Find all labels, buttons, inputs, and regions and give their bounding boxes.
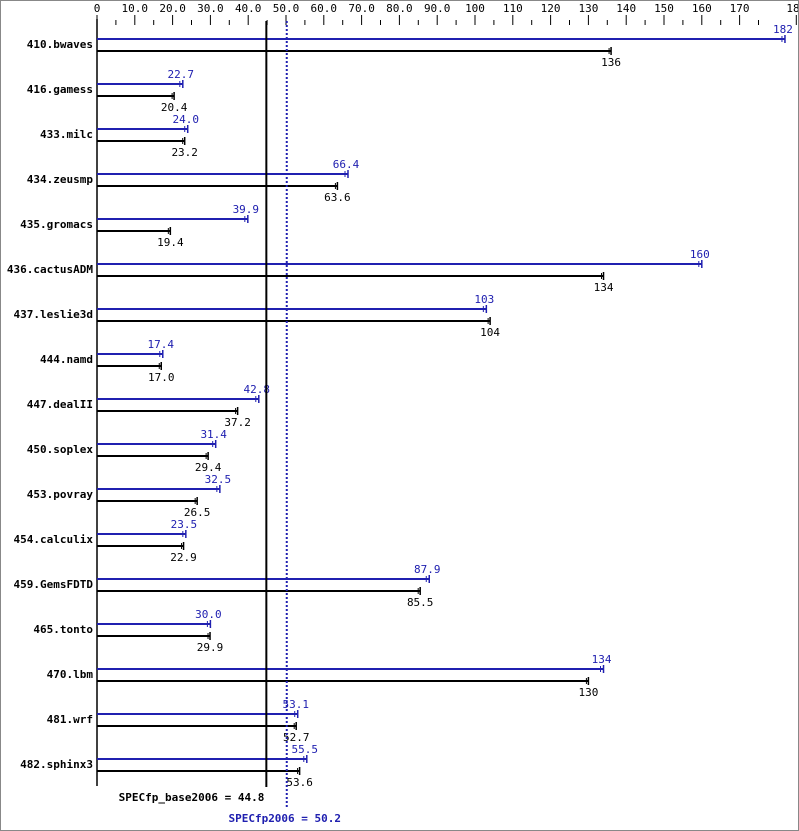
base-value-label: 130 bbox=[578, 686, 598, 699]
base-value-label: 29.9 bbox=[197, 641, 224, 654]
category-label: 433.milc bbox=[40, 128, 93, 141]
peak-value-label: 55.5 bbox=[292, 743, 319, 756]
x-tick-label: 60.0 bbox=[311, 2, 338, 15]
peak-value-label: 160 bbox=[690, 248, 710, 261]
category-label: 410.bwaves bbox=[27, 38, 93, 51]
peak-value-label: 31.4 bbox=[200, 428, 227, 441]
base-value-label: 37.2 bbox=[224, 416, 251, 429]
base-value-label: 17.0 bbox=[148, 371, 175, 384]
x-tick-label: 30.0 bbox=[197, 2, 224, 15]
peak-reference-label: SPECfp2006 = 50.2 bbox=[228, 812, 341, 825]
x-tick-label: 130 bbox=[578, 2, 598, 15]
base-value-label: 85.5 bbox=[407, 596, 434, 609]
peak-value-label: 32.5 bbox=[205, 473, 232, 486]
category-label: 435.gromacs bbox=[20, 218, 93, 231]
category-label: 470.lbm bbox=[47, 668, 94, 681]
base-value-label: 134 bbox=[594, 281, 614, 294]
peak-value-label: 23.5 bbox=[171, 518, 198, 531]
x-tick-label: 50.0 bbox=[273, 2, 300, 15]
x-tick-label: 110 bbox=[503, 2, 523, 15]
x-tick-label: 150 bbox=[654, 2, 674, 15]
peak-value-label: 134 bbox=[592, 653, 612, 666]
category-label: 437.leslie3d bbox=[14, 308, 93, 321]
x-tick-label: 10.0 bbox=[122, 2, 149, 15]
peak-value-label: 22.7 bbox=[168, 68, 195, 81]
x-tick-label: 90.0 bbox=[424, 2, 451, 15]
category-label: 436.cactusADM bbox=[7, 263, 93, 276]
category-label: 416.gamess bbox=[27, 83, 93, 96]
x-tick-label: 80.0 bbox=[386, 2, 413, 15]
x-tick-label: 70.0 bbox=[348, 2, 375, 15]
base-reference-label: SPECfp_base2006 = 44.8 bbox=[119, 791, 265, 804]
base-value-label: 20.4 bbox=[161, 101, 188, 114]
peak-value-label: 24.0 bbox=[172, 113, 199, 126]
category-label: 434.zeusmp bbox=[27, 173, 94, 186]
peak-value-label: 182 bbox=[773, 23, 793, 36]
category-label: 453.povray bbox=[27, 488, 94, 501]
peak-value-label: 39.9 bbox=[233, 203, 260, 216]
peak-value-label: 53.1 bbox=[282, 698, 309, 711]
category-label: 444.namd bbox=[40, 353, 93, 366]
base-value-label: 29.4 bbox=[195, 461, 222, 474]
base-value-label: 22.9 bbox=[170, 551, 197, 564]
x-tick-label: 20.0 bbox=[159, 2, 186, 15]
category-label: 450.soplex bbox=[27, 443, 94, 456]
peak-value-label: 17.4 bbox=[148, 338, 175, 351]
x-tick-label: 160 bbox=[692, 2, 712, 15]
base-value-label: 53.6 bbox=[286, 776, 313, 789]
category-label: 454.calculix bbox=[14, 533, 94, 546]
category-label: 447.dealII bbox=[27, 398, 93, 411]
base-value-label: 23.2 bbox=[171, 146, 198, 159]
x-tick-label: 0 bbox=[94, 2, 101, 15]
category-label: 459.GemsFDTD bbox=[14, 578, 94, 591]
peak-value-label: 30.0 bbox=[195, 608, 222, 621]
peak-value-label: 42.8 bbox=[244, 383, 271, 396]
base-value-label: 26.5 bbox=[184, 506, 211, 519]
peak-value-label: 87.9 bbox=[414, 563, 441, 576]
x-tick-label: 140 bbox=[616, 2, 636, 15]
base-value-label: 63.6 bbox=[324, 191, 351, 204]
category-label: 482.sphinx3 bbox=[20, 758, 93, 771]
x-tick-label: 40.0 bbox=[235, 2, 262, 15]
base-value-label: 52.7 bbox=[283, 731, 310, 744]
x-tick-label: 185 bbox=[786, 2, 798, 15]
peak-value-label: 66.4 bbox=[333, 158, 360, 171]
category-label: 481.wrf bbox=[47, 713, 93, 726]
x-tick-label: 100 bbox=[465, 2, 485, 15]
base-value-label: 104 bbox=[480, 326, 500, 339]
base-value-label: 19.4 bbox=[157, 236, 184, 249]
x-tick-label: 120 bbox=[541, 2, 561, 15]
base-value-label: 136 bbox=[601, 56, 621, 69]
category-label: 465.tonto bbox=[33, 623, 93, 636]
peak-value-label: 103 bbox=[474, 293, 494, 306]
x-tick-label: 170 bbox=[730, 2, 750, 15]
